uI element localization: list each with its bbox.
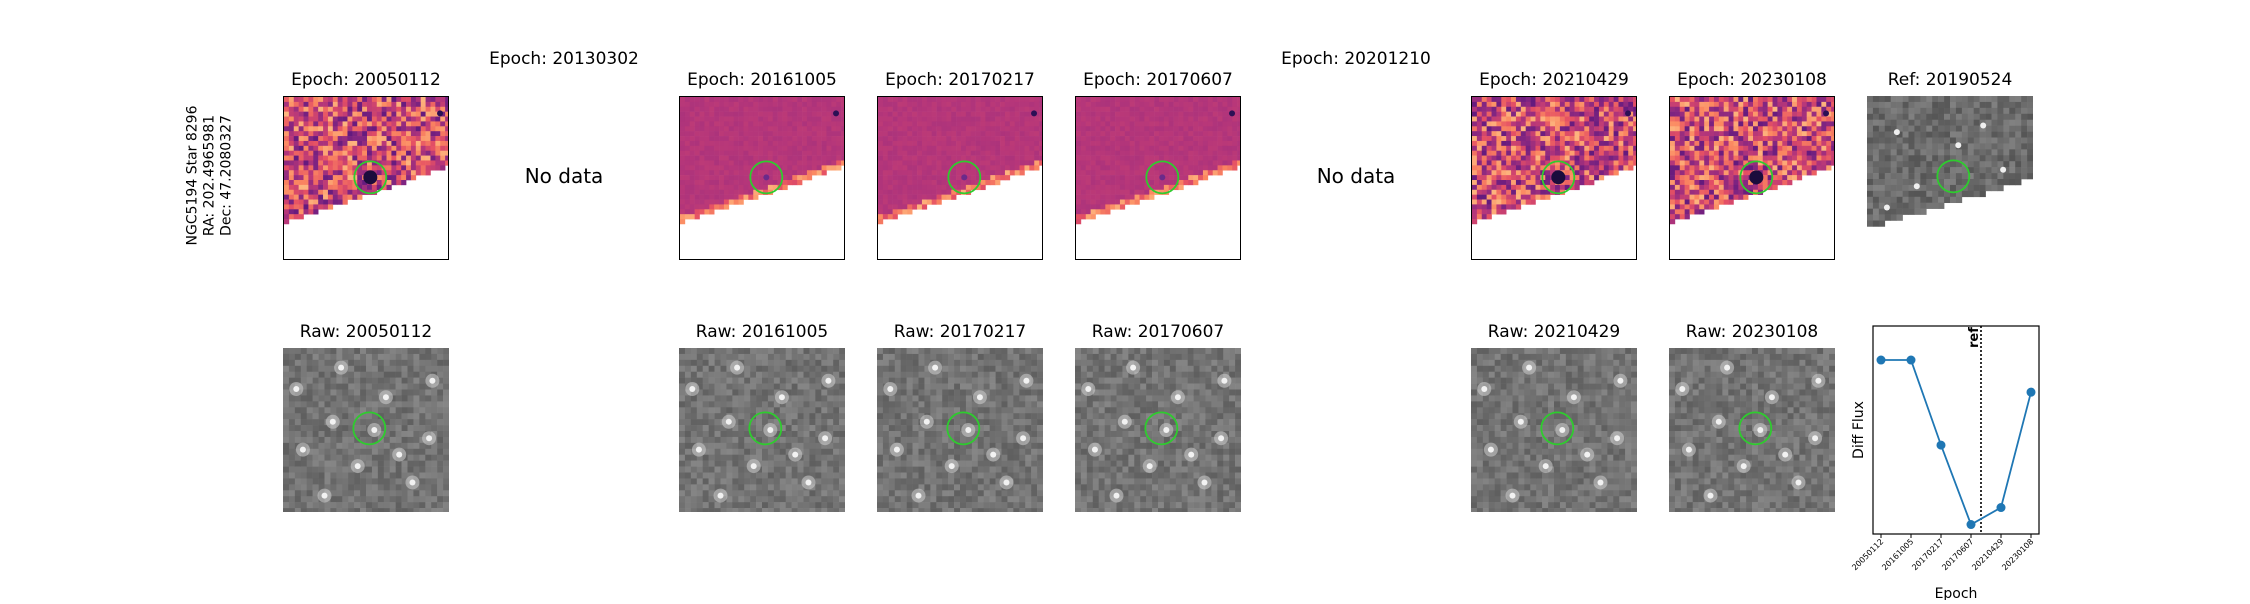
lc-point-20170217 — [1937, 441, 1946, 450]
diff-title-4: Epoch: 20170607 — [1083, 70, 1233, 90]
diff-panel-0-image — [284, 97, 449, 260]
lc-point-20170607 — [1967, 520, 1976, 529]
diff-panel-0-source — [363, 170, 377, 184]
raw-title-6: Raw: 20210429 — [1488, 322, 1621, 342]
diff-title-5: Epoch: 20201210 — [1281, 49, 1431, 69]
lc-point-20230108 — [2027, 388, 2036, 397]
lc-axes-frame — [1873, 326, 2039, 534]
no-data-label-1: No data — [525, 164, 604, 188]
raw-panel-0-image — [283, 348, 449, 512]
diff-panel-7-source — [1749, 170, 1763, 184]
raw-title-3: Raw: 20170217 — [894, 322, 1027, 342]
diff-title-7: Epoch: 20230108 — [1677, 70, 1827, 90]
diff-panel-4-source — [1159, 174, 1165, 180]
lc-ref-label: ref — [1967, 327, 1982, 348]
diff-panel-3-source — [961, 174, 967, 180]
star-info-label: NGC5194 Star 8296 RA: 202.4965981 Dec: 4… — [185, 66, 236, 286]
raw-panel-6-image — [1471, 348, 1637, 512]
diff-panel-7 — [1669, 96, 1835, 260]
diff-title-1: Epoch: 20130302 — [489, 49, 639, 69]
lc-xlabel: Epoch — [1935, 586, 1978, 600]
lc-point-20050112 — [1877, 356, 1886, 365]
raw-panel-7-image — [1669, 348, 1835, 512]
raw-panel-3 — [877, 348, 1043, 512]
diff-title-2: Epoch: 20161005 — [687, 70, 837, 90]
raw-panel-4-image — [1075, 348, 1241, 512]
diff-panel-0 — [283, 96, 449, 260]
raw-panel-4 — [1075, 348, 1241, 512]
star-ra: RA: 202.4965981 — [202, 66, 219, 286]
raw-panel-2 — [679, 348, 845, 512]
ref-panel-image — [1867, 96, 2033, 260]
diff-panel-2 — [679, 96, 845, 260]
raw-title-4: Raw: 20170607 — [1092, 322, 1225, 342]
raw-title-0: Raw: 20050112 — [300, 322, 433, 342]
raw-panel-0 — [283, 348, 449, 512]
diff-panel-6-image — [1472, 97, 1637, 260]
no-data-label-5: No data — [1317, 164, 1396, 188]
diff-panel-4-image — [1076, 97, 1241, 260]
diff-panel-3 — [877, 96, 1043, 260]
lc-point-20161005 — [1907, 356, 1916, 365]
raw-panel-3-image — [877, 348, 1043, 512]
lc-xtick-label-20230108: 20230108 — [2000, 537, 2035, 572]
raw-title-2: Raw: 20161005 — [696, 322, 829, 342]
diff-panel-2-source — [763, 174, 769, 180]
star-dec: Dec: 47.2080327 — [219, 66, 236, 286]
light-curve-svg: ref2005011220161005201702172017060720210… — [1840, 300, 2240, 600]
lc-ylabel: Diff Flux — [1851, 401, 1867, 459]
raw-panel-6 — [1471, 348, 1637, 512]
ref-panel — [1867, 96, 2033, 260]
diff-panel-3-image — [878, 97, 1043, 260]
diff-title-0: Epoch: 20050112 — [291, 70, 441, 90]
diff-panel-2-image — [680, 97, 845, 260]
diff-title-3: Epoch: 20170217 — [885, 70, 1035, 90]
diff-panel-7-image — [1670, 97, 1835, 260]
lc-point-20210429 — [1997, 503, 2006, 512]
raw-title-7: Raw: 20230108 — [1686, 322, 1819, 342]
raw-panel-2-image — [679, 348, 845, 512]
lc-series-line — [1881, 360, 2031, 525]
diff-panel-6-source — [1551, 170, 1565, 184]
diff-panel-4 — [1075, 96, 1241, 260]
raw-panel-7 — [1669, 348, 1835, 512]
star-name: NGC5194 Star 8296 — [185, 66, 202, 286]
diff-title-6: Epoch: 20210429 — [1479, 70, 1629, 90]
diff-panel-6 — [1471, 96, 1637, 260]
ref-title: Ref: 20190524 — [1888, 70, 2013, 90]
